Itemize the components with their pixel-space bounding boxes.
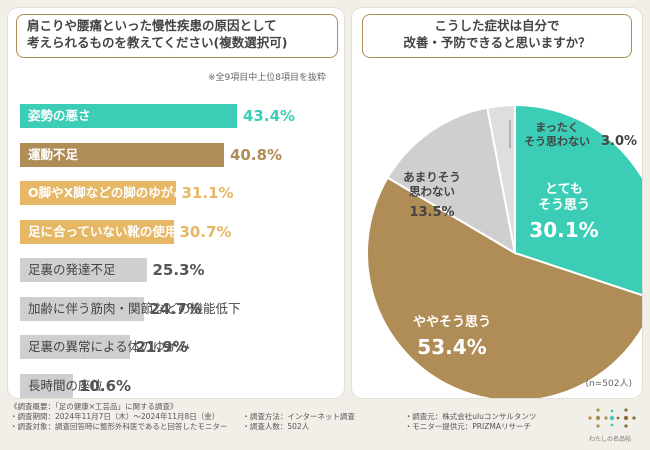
footer-org: ・調査元：株式会社uluコンサルタンツ: [404, 412, 537, 421]
bar-row: 加齢に伴う筋肉・関節などの機能低下 24.7%: [20, 296, 340, 321]
left-question-title: 肩こりや腰痛といった慢性疾患の原因として 考えられるものを教えてください(複数選…: [16, 14, 338, 58]
pie-category-label: まったくそう思わない: [524, 121, 590, 148]
bar-value-label: 43.4%: [243, 107, 296, 125]
footer-count: ・調査人数：502人: [242, 422, 310, 431]
left-chart-card: 肩こりや腰痛といった慢性疾患の原因として 考えられるものを教えてください(複数選…: [8, 8, 344, 398]
bar-row: 足に合っていない靴の使用 30.7%: [20, 219, 340, 244]
footer-provider: ・モニター提供元：PRIZMAリサーチ: [404, 422, 531, 431]
footer-method: ・調査方法：インターネット調査: [242, 412, 355, 421]
bar-value-label: 21.9%: [135, 338, 188, 356]
bar: [20, 296, 144, 321]
bar-label: 足裏の異常による体のゆがみ: [28, 339, 191, 354]
bar: [20, 181, 176, 205]
bar: [20, 142, 224, 167]
bar-value-label: 30.7%: [179, 222, 232, 241]
pie-chart: とてもそう思う 30.1% ややそう思う 53.4% あまりそう思わない 13.5% まった…: [366, 103, 642, 398]
pie-value-label: 30.1%: [529, 218, 598, 242]
pie-slice: [386, 106, 517, 255]
bar: [20, 219, 174, 244]
survey-footer: 《調査概要：「足の健康×工芸品」に関する調査》 ・調査期間：2024年11月7日…: [10, 402, 570, 432]
footer-period: ・調査期間：2024年11月7日（木）〜2024年11月8日（金）: [10, 412, 220, 421]
bar-label: 足に合っていない靴の使用: [28, 223, 178, 239]
bar-label: 長時間の座位: [28, 377, 104, 393]
pie-category-label: とてもそう思う: [538, 182, 590, 213]
pie-slice: [514, 103, 642, 297]
bar-row: 長時間の座位 10.6%: [20, 373, 340, 398]
bar-label: 姿勢の悪さ: [28, 108, 91, 123]
bar-label: 加齢に伴う筋肉・関節などの機能低下: [28, 300, 241, 316]
bar-value-label: 31.1%: [181, 184, 234, 202]
bar-row: 足裏の異常による体のゆがみ 21.9%: [20, 335, 340, 359]
pie-value-label: 53.4%: [417, 335, 486, 359]
bar-value-label: 24.7%: [149, 299, 202, 318]
pie-category-label: ややそう思う: [413, 315, 491, 330]
sample-size-label: (n=502人): [585, 379, 632, 389]
pie-slice: [366, 176, 642, 398]
bar-row: 運動不足 40.8%: [20, 142, 340, 167]
right-question-title: こうした症状は自分で 改善・予防できると思いますか？: [362, 14, 632, 58]
bar-row: 足裏の発達不足 25.3%: [20, 258, 340, 282]
flower-logo-icon: [588, 408, 636, 428]
bar-label: 足裏の発達不足: [28, 262, 116, 277]
bar-value-label: 10.6%: [79, 376, 132, 395]
bar: [20, 104, 237, 128]
brand-logo: わたしの名品帖: [580, 404, 640, 444]
bar-label: 運動不足: [28, 146, 79, 162]
bar: [20, 373, 73, 398]
bar-value-label: 40.8%: [230, 145, 283, 164]
bar-row: O脚やX脚などの脚のゆがみ 31.1%: [20, 181, 340, 205]
right-chart-card: こうした症状は自分で 改善・予防できると思いますか？ とてもそう思う 30.1% や…: [352, 8, 642, 398]
bar: [20, 335, 130, 359]
bar-value-label: 25.3%: [152, 261, 205, 279]
pie-value-label: 13.5%: [409, 205, 454, 220]
footer-target: ・調査対象：調査回答時に整形外科医であると回答したモニター: [10, 422, 228, 431]
pie-category-label: あまりそう思わない: [403, 170, 461, 199]
selection-note: ※全9項目中上位8項目を抜粋: [208, 73, 326, 83]
bar-label: O脚やX脚などの脚のゆがみ: [28, 185, 186, 200]
footer-title: 《調査概要：「足の健康×工芸品」に関する調査》: [10, 402, 178, 411]
bar: [20, 258, 147, 282]
bar-row: 姿勢の悪さ 43.4%: [20, 104, 340, 128]
pie-slice: [486, 103, 516, 254]
pie-value-label: 3.0%: [601, 134, 637, 149]
logo-text: わたしの名品帖: [588, 436, 631, 443]
